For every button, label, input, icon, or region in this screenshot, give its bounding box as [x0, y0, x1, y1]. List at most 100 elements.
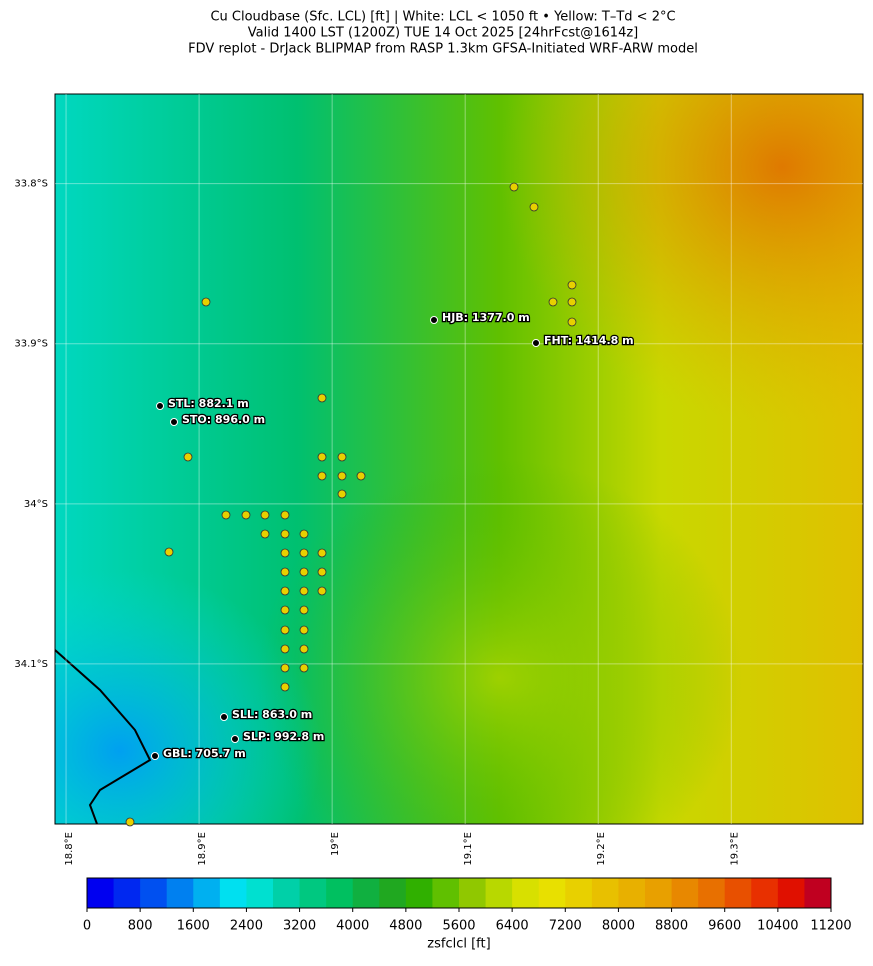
station-dot	[532, 339, 540, 347]
station-label: SLL: 863.0 m	[232, 708, 312, 721]
humid-marker	[221, 510, 231, 520]
humid-marker	[280, 682, 290, 692]
humid-marker	[299, 529, 309, 539]
humid-marker	[567, 317, 577, 327]
colorbar-tick-label: 10400	[757, 919, 798, 934]
humid-marker	[299, 548, 309, 558]
y-tick-label: 34°S	[24, 499, 48, 510]
colorbar-band	[432, 878, 460, 908]
colorbar-tick-label: 4800	[389, 919, 422, 934]
station-label: SLP: 992.8 m	[243, 730, 324, 743]
humid-marker	[299, 586, 309, 596]
colorbar-tick-label: 0	[83, 919, 91, 934]
colorbar-band	[645, 878, 673, 908]
y-tick-label: 33.9°S	[14, 339, 48, 350]
colorbar-band	[724, 878, 752, 908]
title-line: Valid 1400 LST (1200Z) TUE 14 Oct 2025 […	[248, 26, 638, 41]
colorbar-band	[299, 878, 327, 908]
humid-marker	[299, 644, 309, 654]
humid-marker	[317, 548, 327, 558]
humid-marker	[260, 529, 270, 539]
station-dot	[151, 752, 159, 760]
title-line: FDV replot - DrJack BLIPMAP from RASP 1.…	[188, 42, 698, 57]
colorbar-band	[140, 878, 168, 908]
station-label: STL: 882.1 m	[168, 397, 249, 410]
humid-marker	[280, 625, 290, 635]
colorbar-band	[459, 878, 487, 908]
humid-marker	[356, 471, 366, 481]
humid-marker	[260, 510, 270, 520]
colorbar-band	[166, 878, 194, 908]
humid-marker	[183, 452, 193, 462]
station-label: HJB: 1377.0 m	[442, 311, 530, 324]
humid-marker	[567, 297, 577, 307]
map-frame	[54, 93, 864, 825]
colorbar-band	[87, 878, 115, 908]
colorbar-tick-label: 9600	[708, 919, 741, 934]
humid-marker	[280, 567, 290, 577]
humid-marker	[567, 280, 577, 290]
colorbar-band	[512, 878, 540, 908]
humid-marker	[548, 297, 558, 307]
x-tick-label: 19°E	[330, 832, 341, 856]
station-label: GBL: 705.7 m	[163, 747, 246, 760]
humid-marker	[317, 452, 327, 462]
humid-marker	[337, 471, 347, 481]
title-line: Cu Cloudbase (Sfc. LCL) [ft] | White: LC…	[210, 10, 675, 25]
humid-marker	[317, 471, 327, 481]
colorbar-band	[565, 878, 593, 908]
colorbar-tick-label: 5600	[442, 919, 475, 934]
colorbar-band	[804, 878, 832, 908]
colorbar-band	[352, 878, 380, 908]
humid-marker	[299, 625, 309, 635]
station-dot	[156, 402, 164, 410]
humid-marker	[280, 529, 290, 539]
humid-marker	[280, 510, 290, 520]
humid-marker	[164, 547, 174, 557]
humid-marker	[241, 510, 251, 520]
x-tick-label: 18.8°E	[64, 832, 75, 866]
colorbar-band	[485, 878, 513, 908]
colorbar-band	[618, 878, 646, 908]
y-tick-label: 34.1°S	[14, 659, 48, 670]
station-dot	[170, 418, 178, 426]
map-background	[55, 94, 863, 824]
humid-marker	[317, 567, 327, 577]
humid-marker	[509, 182, 519, 192]
colorbar-tick-label: 1600	[177, 919, 210, 934]
colorbar-band	[671, 878, 699, 908]
x-tick-label: 19.2°E	[596, 832, 607, 866]
humid-marker	[280, 586, 290, 596]
colorbar-band	[379, 878, 407, 908]
colorbar-tick-label: 6400	[496, 919, 529, 934]
colorbar-tick-label: 7200	[549, 919, 582, 934]
colorbar-tick-label: 800	[128, 919, 153, 934]
humid-marker	[337, 489, 347, 499]
humid-marker	[317, 393, 327, 403]
humid-marker	[299, 567, 309, 577]
x-tick-label: 19.3°E	[729, 832, 740, 866]
x-tick-label: 19.1°E	[463, 832, 474, 866]
colorbar-band	[219, 878, 247, 908]
colorbar-tick-label: 8800	[655, 919, 688, 934]
humid-marker	[280, 644, 290, 654]
colorbar-band	[591, 878, 619, 908]
humid-marker	[529, 202, 539, 212]
humid-marker	[125, 817, 135, 827]
colorbar-band	[193, 878, 221, 908]
colorbar-tick-label: 3200	[283, 919, 316, 934]
humid-marker	[201, 297, 211, 307]
humid-marker	[280, 548, 290, 558]
colorbar-tick-label: 8000	[602, 919, 635, 934]
colorbar-band	[777, 878, 805, 908]
x-tick-label: 18.9°E	[197, 832, 208, 866]
station-dot	[220, 713, 228, 721]
humid-marker	[280, 663, 290, 673]
station-label: FHT: 1414.8 m	[544, 334, 634, 347]
colorbar-band	[538, 878, 566, 908]
colorbar-band	[273, 878, 301, 908]
colorbar-tick-label: 2400	[230, 919, 263, 934]
humid-marker	[280, 605, 290, 615]
colorbar-band	[698, 878, 726, 908]
